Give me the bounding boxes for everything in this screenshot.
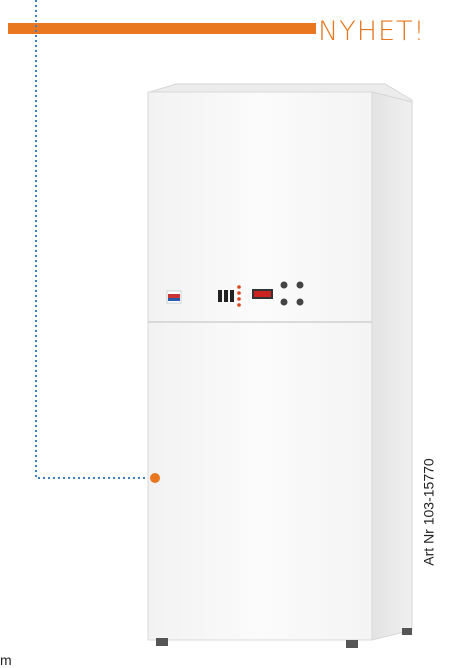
callout-dot bbox=[150, 473, 160, 483]
page: {"badge": "NYHET!", "article_number": "A… bbox=[0, 0, 464, 668]
foot bbox=[346, 640, 358, 648]
foot bbox=[402, 628, 412, 635]
cabinet-front bbox=[148, 92, 372, 640]
foot bbox=[156, 638, 168, 646]
badge-text: NYHET! bbox=[318, 16, 425, 47]
cabinet-side bbox=[372, 92, 412, 640]
product-ad: NYHET! Art Nr 103-15770 m bbox=[0, 0, 464, 668]
banner-bar bbox=[8, 23, 316, 34]
article-number: Art Nr 103-15770 bbox=[421, 458, 437, 566]
callout-line bbox=[36, 0, 150, 478]
caption-fragment: m bbox=[0, 652, 12, 668]
